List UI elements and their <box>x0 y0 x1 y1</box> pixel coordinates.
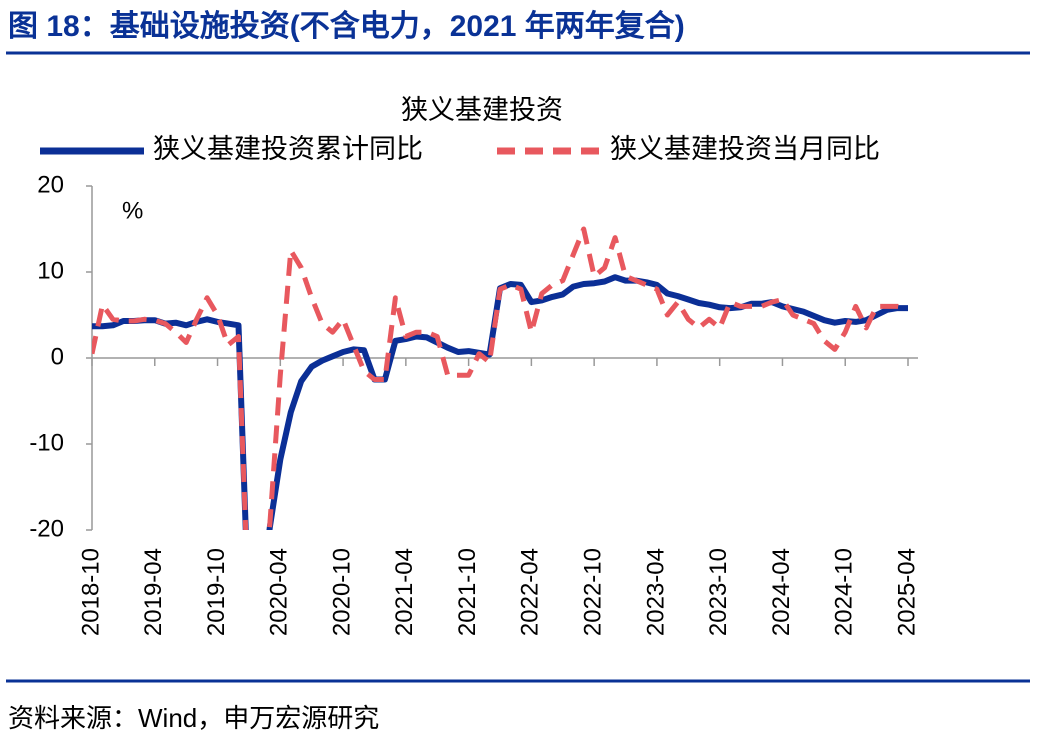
x-tick-label: 2018-10 <box>77 548 104 636</box>
x-tick-label: 2024-04 <box>768 548 795 636</box>
y-tick-label: 20 <box>37 171 64 198</box>
y-tick-label: -20 <box>29 515 64 542</box>
x-tick-label: 2022-04 <box>517 548 544 636</box>
x-tick-label: 2023-04 <box>642 548 669 636</box>
x-tick-label: 2019-10 <box>203 548 230 636</box>
legend-label: 狭义基建投资当月同比 <box>610 134 880 164</box>
footer-source: 资料来源：Wind，申万宏源研究 <box>8 703 379 733</box>
x-tick-label: 2024-10 <box>831 548 858 636</box>
x-tick-label: 2020-10 <box>328 548 355 636</box>
x-tick-label: 2022-10 <box>579 548 606 636</box>
x-tick-label: 2020-04 <box>266 548 293 636</box>
y-unit: % <box>122 197 143 224</box>
y-tick-label: -10 <box>29 429 64 456</box>
x-tick-label: 2021-04 <box>391 548 418 636</box>
y-tick-label: 10 <box>37 257 64 284</box>
x-tick-label: 2019-04 <box>140 548 167 636</box>
legend-label: 狭义基建投资累计同比 <box>153 134 423 164</box>
x-tick-label: 2025-04 <box>893 548 920 636</box>
x-tick-label: 2021-10 <box>454 548 481 636</box>
x-tick-label: 2023-10 <box>705 548 732 636</box>
header-title: 图 18：基础设施投资(不含电力，2021 年两年复合) <box>8 9 685 43</box>
series-line <box>92 226 909 530</box>
chart-title: 狭义基建投资 <box>401 95 563 125</box>
y-tick-label: 0 <box>51 343 64 370</box>
